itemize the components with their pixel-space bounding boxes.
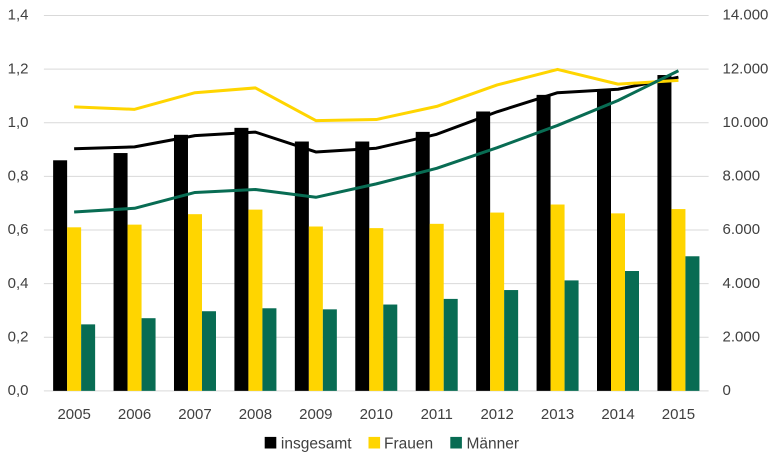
svg-text:2006: 2006 [118,406,151,423]
svg-text:2013: 2013 [541,406,574,423]
svg-text:10.000: 10.000 [723,114,769,131]
svg-text:2005: 2005 [57,406,90,423]
svg-text:2008: 2008 [239,406,272,423]
svg-text:6.000: 6.000 [723,221,761,238]
svg-text:0,8: 0,8 [8,168,29,185]
svg-text:2.000: 2.000 [723,328,761,345]
svg-text:1,4: 1,4 [8,7,29,24]
svg-text:2012: 2012 [480,406,513,423]
svg-text:2009: 2009 [299,406,332,423]
svg-text:Männer: Männer [467,436,520,453]
svg-text:12.000: 12.000 [723,60,769,77]
svg-text:0,0: 0,0 [8,382,29,399]
svg-text:Frauen: Frauen [384,436,433,453]
svg-text:2007: 2007 [178,406,211,423]
svg-text:2015: 2015 [662,406,695,423]
svg-text:1,0: 1,0 [8,114,29,131]
svg-text:2011: 2011 [421,406,453,423]
svg-text:insgesamt: insgesamt [281,436,352,453]
svg-text:4.000: 4.000 [723,275,761,292]
svg-text:0,2: 0,2 [8,328,29,345]
svg-text:2010: 2010 [360,406,393,423]
svg-text:8.000: 8.000 [723,168,761,185]
svg-text:14.000: 14.000 [723,7,769,24]
svg-text:0,6: 0,6 [8,221,29,238]
svg-text:2014: 2014 [601,406,634,423]
svg-text:0: 0 [723,382,731,399]
svg-text:1,2: 1,2 [8,60,29,77]
svg-text:0,4: 0,4 [8,275,29,292]
